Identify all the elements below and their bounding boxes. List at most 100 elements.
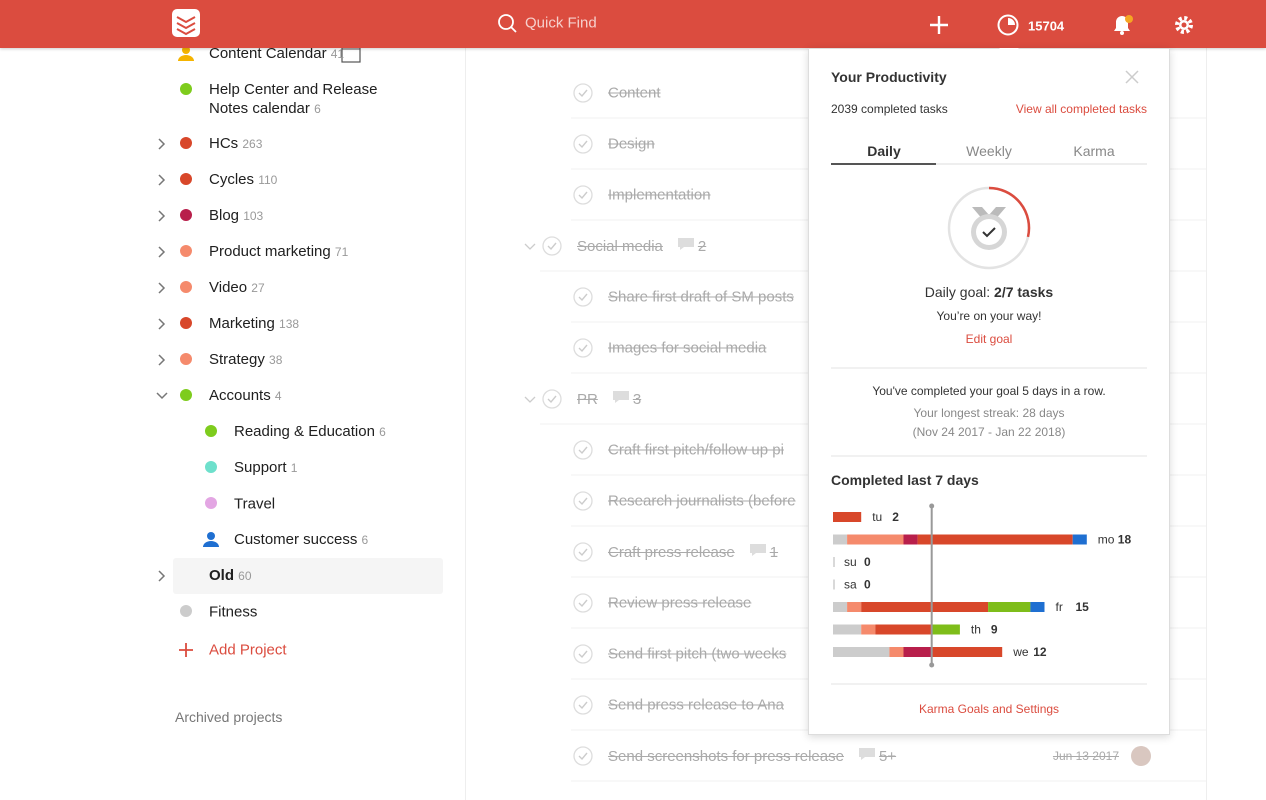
project-dot (205, 461, 217, 473)
task-check (578, 89, 588, 98)
task-item[interactable]: Send screenshots for press release 5+ (608, 747, 896, 765)
task-checkbox (573, 542, 593, 562)
day-label: mo (1098, 533, 1115, 547)
project-item[interactable]: Fitness (209, 603, 257, 622)
bar-segment (988, 602, 1031, 612)
task-item[interactable]: Send first pitch (two weeks (608, 646, 786, 663)
task-item[interactable]: Images for social media (608, 340, 766, 357)
productivity-popover: tu 2 mo 18 su 0 sa 0 fr 15 th 9 we 12 Your Productivi… (808, 48, 1170, 735)
project-item[interactable]: Accounts 4 (209, 386, 282, 406)
karma-score[interactable]: 15704 (1028, 18, 1065, 34)
task-checkbox (573, 287, 593, 307)
search-placeholder[interactable]: Quick Find (525, 14, 597, 32)
task-text: Craft press release (608, 544, 735, 561)
bar-segment (861, 624, 876, 635)
notifications-icon[interactable] (1114, 15, 1133, 35)
project-item[interactable]: Customer success 6 (234, 530, 368, 550)
task-checkbox (573, 695, 593, 715)
close-icon[interactable] (1125, 70, 1139, 84)
tab[interactable]: Weekly (966, 143, 1012, 159)
tab[interactable]: Karma (1073, 143, 1115, 159)
bar-segment (833, 534, 848, 545)
task-check (578, 293, 588, 302)
settings-icon[interactable] (1175, 16, 1193, 34)
bar-segment (931, 624, 960, 635)
task-item[interactable]: Content (608, 85, 661, 102)
task-item[interactable]: Craft press release 1 (608, 543, 778, 561)
project-name: Reading & Education (234, 423, 375, 440)
project-name: Blog (209, 207, 240, 224)
karma-icon[interactable] (997, 14, 1019, 36)
selected-row (173, 558, 443, 594)
day-count: 2 (892, 510, 899, 524)
view-all-link[interactable]: View all completed tasks (1015, 102, 1147, 116)
topbar: Quick Find 15704 (0, 0, 1266, 48)
day-label: sa (844, 578, 857, 592)
task-item[interactable]: Send press release to Ana (608, 697, 784, 714)
project-item[interactable]: Cycles 110 (209, 170, 277, 190)
project-item[interactable]: Video 27 (209, 278, 265, 298)
project-item[interactable]: HCs 263 (209, 134, 262, 154)
bar-segment (875, 624, 932, 635)
project-item[interactable]: Old 60 (209, 566, 252, 586)
task-item[interactable]: PR 3 (577, 390, 641, 408)
task-item[interactable]: Review press release (608, 595, 751, 612)
day-count: 15 (1076, 600, 1090, 614)
task-check (578, 752, 588, 761)
karma-settings-link[interactable]: Karma Goals and Settings (918, 702, 1060, 716)
task-check (578, 497, 588, 506)
project-item[interactable]: Support 1 (234, 458, 297, 478)
task-item[interactable]: Social media 2 (577, 237, 706, 255)
assignee-avatar (1131, 746, 1151, 766)
task-item[interactable]: Craft first pitch/follow up pi (608, 442, 784, 459)
project-count: 4 (274, 389, 282, 403)
day-label: th (971, 623, 981, 637)
edit-goal-link[interactable]: Edit goal (965, 332, 1013, 346)
task-date: Jun 13 2017 (1052, 749, 1119, 763)
task-text: Share first draft of SM posts (608, 288, 794, 306)
bar-segment (903, 647, 932, 657)
chart-title: Completed last 7 days (831, 472, 979, 488)
task-checkbox (573, 338, 593, 358)
project-icon (203, 541, 219, 547)
comment-icon (612, 391, 629, 403)
goal-line-end (929, 503, 935, 509)
add-icon[interactable] (930, 16, 948, 34)
logo[interactable] (172, 9, 200, 37)
project-item[interactable]: Reading & Education 6 (234, 422, 386, 442)
task-check (578, 446, 588, 455)
task-text: Review press release (608, 594, 752, 612)
add-project[interactable]: Add Project (209, 641, 287, 659)
task-checkbox (573, 185, 593, 205)
project-icon (178, 55, 194, 61)
project-count: 38 (269, 353, 283, 367)
comment-shape (677, 238, 694, 250)
bar-segment (931, 647, 1003, 657)
task-item[interactable]: Research journalists (before (608, 493, 796, 510)
popover-graphics: tu 2 mo 18 su 0 sa 0 fr 15 th 9 we 12 (831, 48, 1147, 685)
project-item[interactable]: Blog 103 (209, 206, 263, 226)
bar-segment (847, 534, 904, 545)
search-icon[interactable] (498, 14, 517, 33)
project-item[interactable]: Strategy 38 (209, 350, 282, 370)
task-item[interactable]: Design (608, 136, 655, 153)
add-icon (179, 643, 193, 657)
project-item[interactable]: Help Center and Release Notes calendar 6 (209, 80, 399, 119)
project-item[interactable]: Content Calendar 41 (209, 44, 344, 64)
project-name: Video (209, 279, 248, 296)
project-item[interactable]: Travel (234, 495, 275, 514)
archived-projects[interactable]: Archived projects (175, 709, 283, 725)
tab[interactable]: Daily (867, 143, 901, 159)
day-count: 12 (1033, 645, 1047, 659)
project-item[interactable]: Product marketing 71 (209, 242, 348, 262)
project-dot (180, 83, 192, 95)
collapse-arrow (524, 396, 536, 403)
project-dot (205, 425, 217, 437)
task-item[interactable]: Share first draft of SM posts (608, 289, 794, 306)
task-text: Send screenshots for press release (608, 748, 844, 765)
task-item[interactable]: Implementation (608, 187, 711, 204)
task-comments: 1 (749, 544, 778, 561)
project-count: 1 (290, 461, 298, 475)
bar-segment (833, 624, 862, 635)
project-item[interactable]: Marketing 138 (209, 314, 299, 334)
